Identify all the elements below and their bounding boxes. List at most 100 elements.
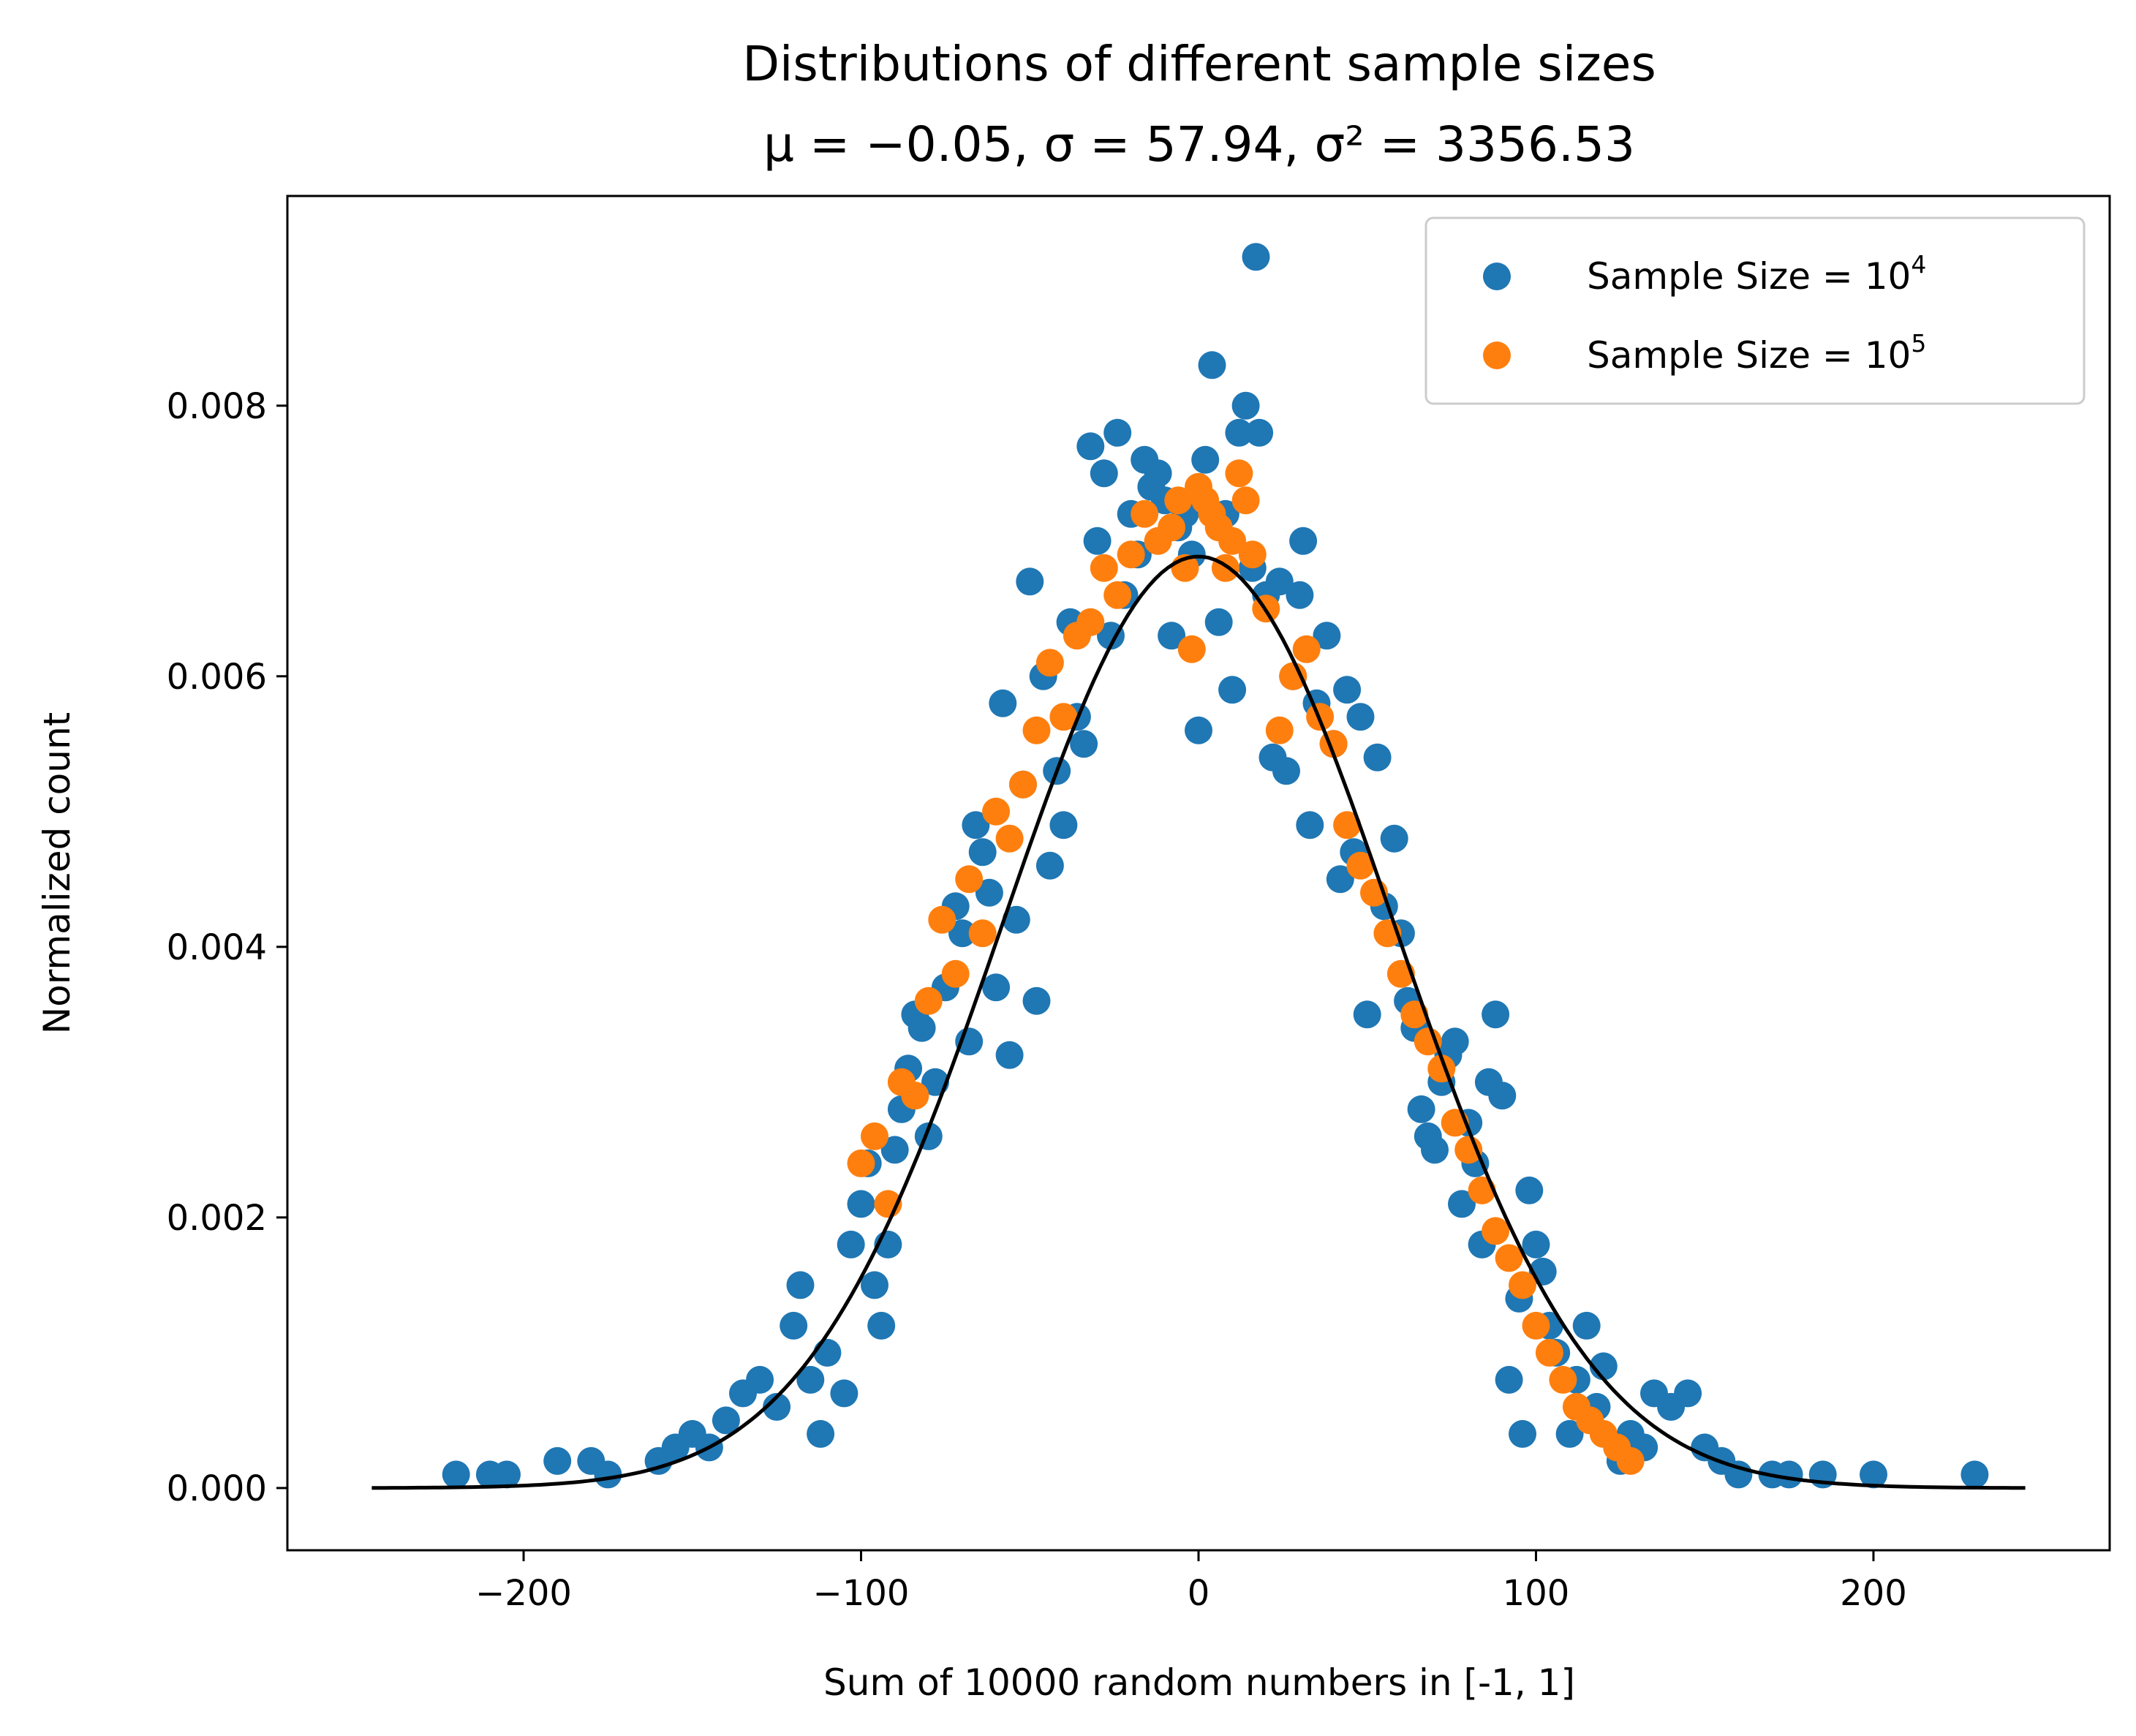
data-point — [1346, 851, 1375, 880]
data-point — [1448, 1190, 1476, 1218]
data-point — [962, 811, 990, 839]
data-point — [1509, 1419, 1536, 1448]
data-point — [1482, 1217, 1510, 1245]
data-point — [995, 1041, 1024, 1069]
data-point — [1272, 757, 1300, 785]
data-point — [1177, 635, 1206, 663]
data-point — [1164, 486, 1193, 515]
data-point — [1265, 716, 1294, 744]
data-point — [1488, 1082, 1517, 1110]
plot-area — [371, 243, 2026, 1490]
data-point — [1441, 1027, 1469, 1056]
data-point — [1245, 418, 1274, 447]
data-point — [1860, 1460, 1887, 1489]
data-point — [1218, 527, 1247, 555]
data-point — [1076, 608, 1105, 636]
data-point — [1296, 811, 1324, 839]
data-point — [1960, 1460, 1989, 1489]
x-tick-label: 100 — [1503, 1573, 1570, 1614]
data-point — [1218, 676, 1247, 704]
data-point — [1555, 1419, 1584, 1448]
data-point — [796, 1365, 825, 1394]
x-tick-label: 200 — [1840, 1573, 1907, 1614]
data-point — [1242, 243, 1270, 271]
data-point — [1775, 1460, 1803, 1489]
legend-box — [1424, 216, 2086, 405]
data-point — [901, 1082, 929, 1110]
data-point — [594, 1460, 622, 1489]
data-point — [1289, 527, 1318, 555]
data-point — [1495, 1244, 1523, 1272]
x-axis-label: Sum of 10000 random numbers in [-1, 1] — [823, 1661, 1575, 1704]
data-point — [1022, 986, 1051, 1015]
data-point — [1158, 622, 1186, 650]
data-point — [1158, 513, 1186, 542]
data-point — [1515, 1176, 1544, 1204]
data-point — [1103, 581, 1132, 609]
data-point — [1482, 1000, 1510, 1029]
data-point — [982, 797, 1011, 826]
data-point — [1522, 1230, 1550, 1258]
data-point — [1333, 811, 1362, 839]
data-point — [1076, 432, 1105, 461]
data-point — [1313, 622, 1341, 650]
data-point — [1035, 649, 1064, 677]
data-point — [1103, 418, 1132, 447]
y-tick-label: 0.006 — [167, 657, 267, 698]
data-point — [941, 959, 970, 988]
data-point — [1353, 1000, 1381, 1029]
legend-marker-sample-1e5 — [1483, 341, 1511, 369]
data-point — [1326, 865, 1354, 894]
data-point — [1522, 1311, 1550, 1340]
data-point — [989, 689, 1017, 717]
data-point — [830, 1379, 858, 1408]
data-point — [847, 1190, 875, 1218]
data-point — [1238, 540, 1267, 569]
data-point — [1225, 459, 1253, 488]
data-point — [1035, 851, 1064, 880]
y-axis-ticks: 0.000 0.002 0.004 0.006 0.008 — [167, 386, 287, 1509]
y-tick-label: 0.008 — [167, 386, 267, 427]
data-point — [1144, 459, 1172, 488]
data-point — [1509, 1271, 1536, 1299]
data-point — [975, 878, 1003, 907]
data-point — [1022, 716, 1051, 744]
data-point — [982, 973, 1011, 1002]
data-point — [763, 1392, 791, 1421]
data-point — [1380, 824, 1408, 853]
x-tick-label: 0 — [1188, 1573, 1210, 1614]
data-point — [1090, 554, 1118, 582]
data-point — [1414, 1027, 1442, 1056]
data-point — [948, 919, 976, 948]
data-point — [1191, 445, 1220, 474]
data-point — [968, 919, 997, 948]
legend-label-sample-1e4: Sample Size = 104 — [1587, 250, 1926, 298]
data-point — [1083, 527, 1112, 555]
data-point — [968, 838, 997, 867]
data-point — [813, 1338, 842, 1367]
data-point — [880, 1136, 909, 1164]
y-axis-label: Normalized count — [36, 712, 78, 1035]
y-tick-label: 0.000 — [167, 1468, 267, 1509]
data-point — [861, 1122, 888, 1150]
data-point — [1265, 567, 1294, 596]
data-point — [1572, 1311, 1601, 1340]
data-point — [1421, 1136, 1449, 1164]
data-point — [1204, 608, 1233, 636]
data-point — [1286, 581, 1314, 609]
data-point — [1231, 486, 1260, 515]
data-point — [861, 1271, 888, 1299]
y-tick-label: 0.002 — [167, 1198, 267, 1239]
legend-marker-sample-1e4 — [1483, 263, 1511, 290]
data-point — [1549, 1365, 1577, 1394]
data-point — [1185, 716, 1212, 744]
data-point — [1346, 703, 1375, 731]
y-tick-label: 0.004 — [167, 927, 267, 968]
data-point — [1097, 622, 1125, 650]
data-point — [847, 1149, 875, 1177]
data-point — [1198, 351, 1226, 380]
data-point — [914, 986, 943, 1015]
legend: Sample Size = 104 Sample Size = 105 — [1424, 216, 2086, 405]
legend-label-sample-1e5: Sample Size = 105 — [1587, 329, 1926, 377]
